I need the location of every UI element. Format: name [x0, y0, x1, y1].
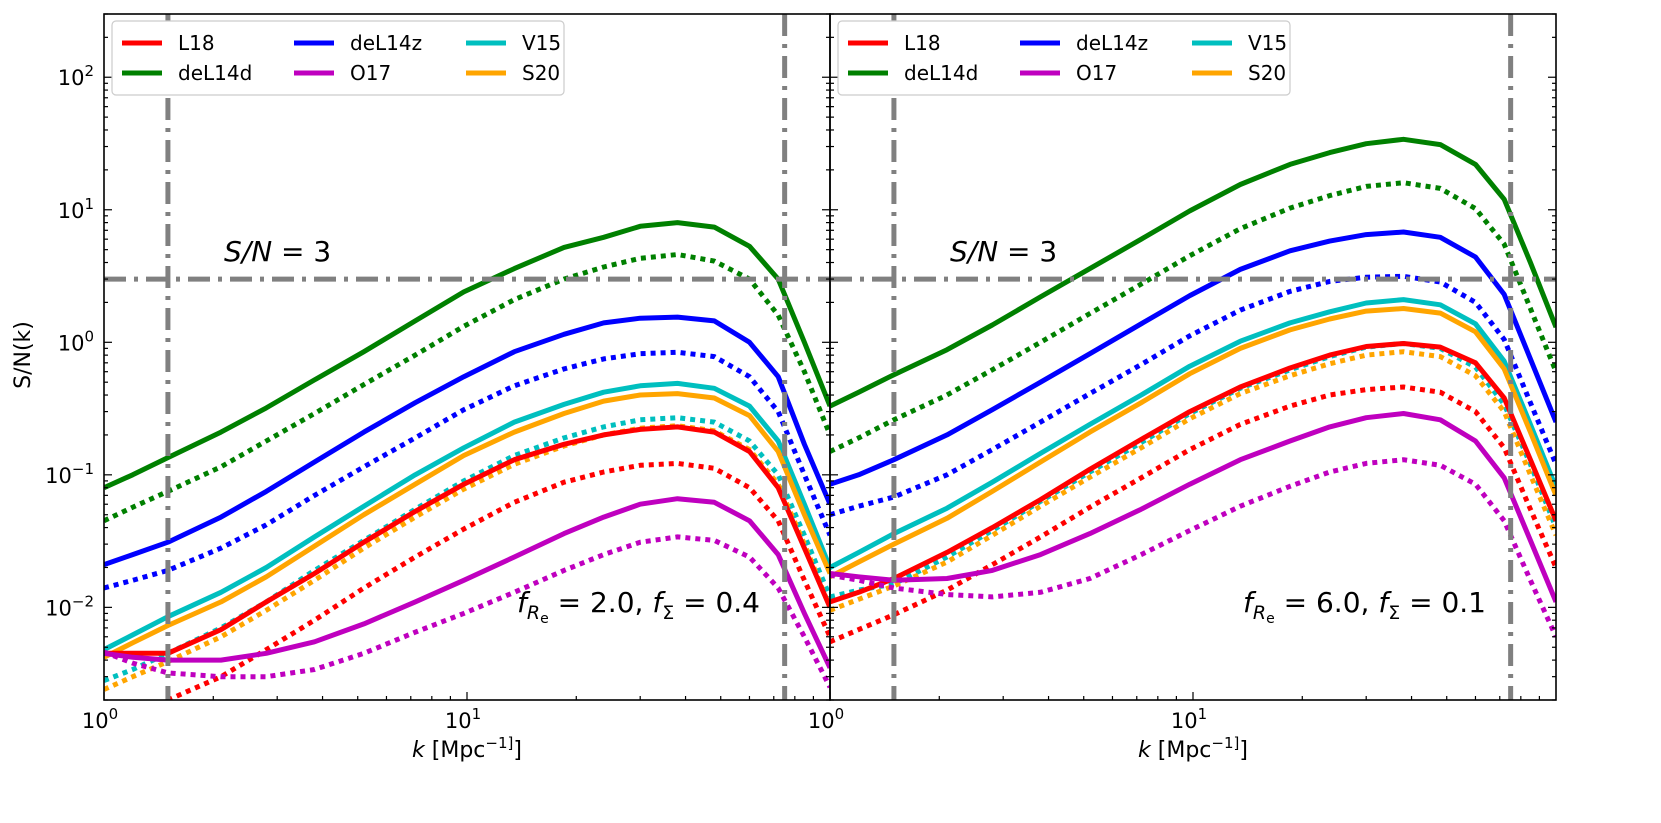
- legend-label-o17: O17: [350, 61, 391, 85]
- series-line-o17-solid: [830, 411, 1556, 603]
- y-axis-label: S/N(k): [11, 321, 36, 389]
- series-line-v15-solid: [104, 380, 830, 652]
- legend-label-l18: L18: [178, 31, 215, 55]
- series-line-del14d-solid: [830, 136, 1556, 409]
- threshold-label: S/N = 3: [950, 235, 1057, 268]
- y-tick-label: 100: [58, 327, 94, 355]
- plot-area: [830, 14, 1556, 700]
- x-axis-label: k [Mpc−1]]: [1138, 734, 1248, 763]
- series-line-s20-solid: [830, 306, 1556, 580]
- x-tick-label: 100: [808, 705, 844, 733]
- legend-box: [837, 20, 1291, 96]
- series-line-o17-dotted: [830, 457, 1556, 638]
- x-tick-label: 101: [1171, 705, 1207, 733]
- legend-label-v15: V15: [522, 31, 561, 55]
- y-tick-label: 10−1: [45, 460, 94, 488]
- y-tick-label: 101: [58, 195, 94, 223]
- legend: L18 deL14d deL14z O17 V15 S20: [111, 20, 565, 96]
- legend-label-l18: L18: [904, 31, 941, 55]
- series-line-l18-dotted: [830, 384, 1556, 645]
- series-line-l18-solid: [830, 341, 1556, 605]
- parameter-annotation: fRe = 2.0, fΣ = 0.4: [517, 586, 760, 627]
- legend-label-del14d: deL14d: [178, 61, 252, 85]
- legend-label-o17: O17: [1076, 61, 1117, 85]
- series-line-del14z-dotted: [830, 273, 1556, 518]
- series-line-l18-solid: [104, 424, 830, 656]
- series-line-del14z-dotted: [104, 349, 830, 591]
- legend-label-v15: V15: [1248, 31, 1287, 55]
- series-line-v15-dotted: [104, 415, 830, 683]
- series-line-o17-dotted: [104, 534, 830, 689]
- x-tick-label: 101: [445, 705, 481, 733]
- legend: L18 deL14d deL14z O17 V15 S20: [837, 20, 1291, 96]
- legend-box: [111, 20, 565, 96]
- series-line-o17-solid: [104, 496, 830, 669]
- y-tick-label: 102: [58, 62, 94, 90]
- series-line-del14z-solid: [830, 229, 1556, 487]
- legend-label-del14z: deL14z: [350, 31, 422, 55]
- plot-area: [104, 14, 830, 700]
- x-tick-label: 100: [82, 705, 118, 733]
- y-tick-label: 10−2: [45, 592, 94, 620]
- legend-label-del14z: deL14z: [1076, 31, 1148, 55]
- series-line-s20-dotted: [830, 349, 1556, 613]
- threshold-label: S/N = 3: [224, 235, 331, 268]
- parameter-annotation: fRe = 6.0, fΣ = 0.1: [1243, 586, 1486, 627]
- panel-1: S/N = 3 fRe = 2.0, fΣ = 0.4 100 101 10−2 10−1…: [45, 13, 831, 763]
- series-line-v15-solid: [830, 297, 1556, 570]
- x-axis-label: k [Mpc−1]]: [412, 734, 522, 763]
- legend-label-s20: S20: [1248, 61, 1286, 85]
- legend-label-s20: S20: [522, 61, 560, 85]
- legend-label-del14d: deL14d: [904, 61, 978, 85]
- series-line-del14z-solid: [104, 314, 830, 568]
- series-line-s20-solid: [104, 391, 830, 660]
- series-line-del14d-solid: [104, 220, 830, 490]
